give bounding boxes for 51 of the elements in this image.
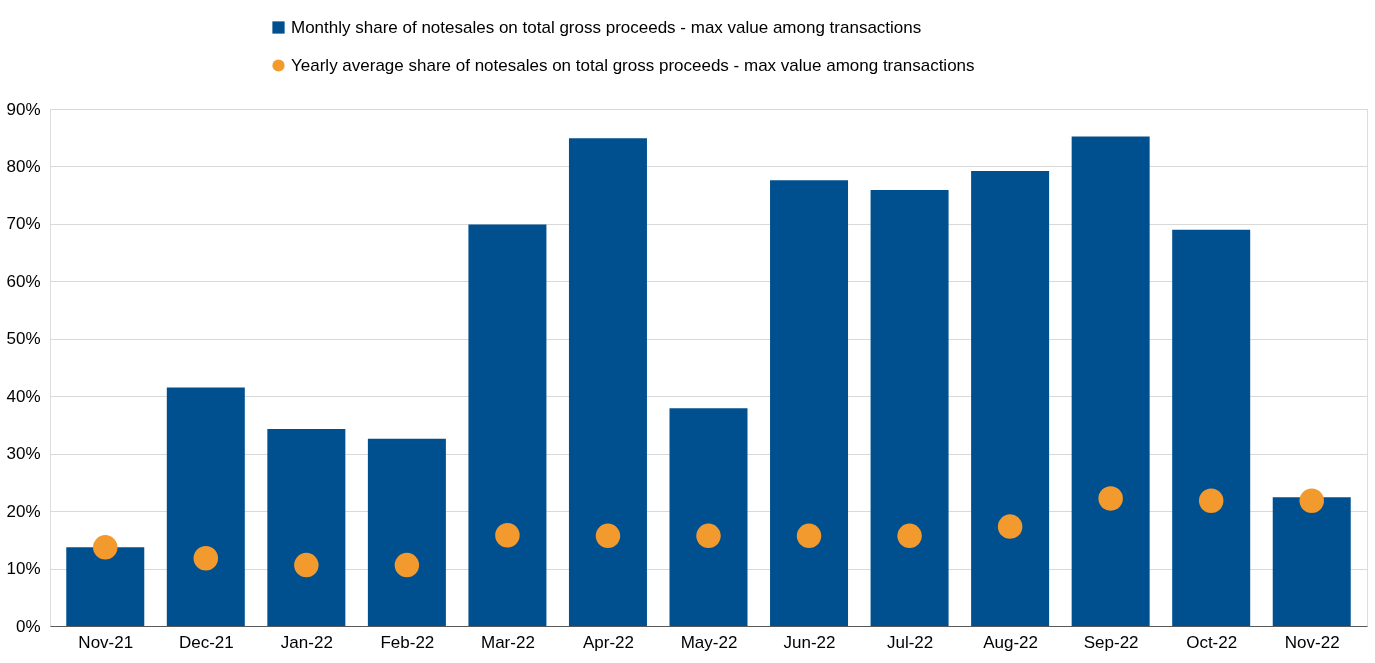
point [1198, 488, 1224, 513]
x-tick-label: Nov-21 [78, 632, 134, 652]
x-tick-label: Jun-22 [783, 632, 836, 652]
point [93, 535, 118, 560]
point [595, 523, 621, 549]
point [696, 523, 721, 549]
bar [267, 428, 346, 626]
bar [1272, 497, 1351, 626]
bar [166, 387, 245, 626]
y-tick-label: 80% [6, 156, 41, 176]
point [1098, 486, 1123, 511]
y-tick-label: 40% [6, 386, 41, 406]
point [1299, 488, 1324, 513]
legend-label: Monthly share of notesales on total gross proceeds - max value among transactions [291, 17, 922, 37]
x-tick-label: Jan-22 [280, 632, 333, 652]
y-tick-label: 0% [15, 616, 41, 636]
y-tick-label: 30% [6, 444, 41, 464]
bar [971, 171, 1050, 626]
point [294, 552, 319, 578]
point [394, 552, 420, 578]
bar [870, 190, 949, 626]
x-tick-label: Feb-22 [380, 632, 435, 652]
point [495, 523, 520, 548]
x-tick-label: Apr-22 [582, 632, 634, 652]
bar [568, 138, 647, 626]
x-tick-label: Sep-22 [1083, 632, 1139, 652]
bar [367, 438, 446, 626]
y-tick-label: 60% [6, 271, 41, 291]
y-tick-label: 50% [6, 329, 41, 349]
x-tick-label: May-22 [680, 632, 738, 652]
bar [1071, 136, 1150, 626]
x-tick-label: Oct-22 [1186, 632, 1238, 652]
y-tick-label: 20% [6, 501, 41, 521]
x-tick-label: Jul-22 [886, 632, 934, 652]
point [796, 523, 822, 549]
bar [66, 547, 145, 626]
bar [770, 180, 849, 626]
bar [468, 224, 547, 626]
bar [1172, 229, 1251, 626]
x-tick-label: Mar-22 [480, 632, 535, 652]
legend-label: Yearly average share of notesales on total gross proceeds - max value among transactions [291, 55, 975, 75]
y-tick-label: 10% [6, 559, 41, 579]
point [997, 514, 1023, 539]
x-tick-label: Dec-21 [178, 632, 234, 652]
x-tick-label: Aug-22 [983, 632, 1039, 652]
x-tick-label: Nov-22 [1284, 632, 1340, 652]
y-tick-label: 90% [6, 99, 41, 119]
point [193, 545, 219, 571]
bar [669, 408, 748, 626]
point [897, 523, 922, 549]
y-tick-label: 70% [6, 214, 41, 234]
